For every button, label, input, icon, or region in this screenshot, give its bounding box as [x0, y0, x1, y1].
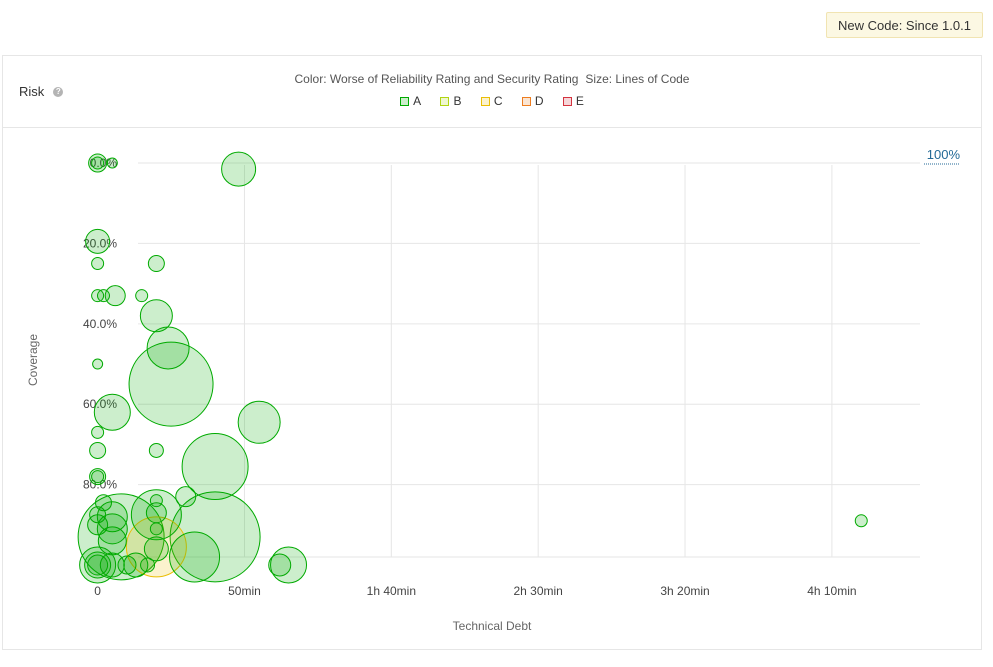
bubble-layer: [77, 151, 868, 584]
x-tick-label: 50min: [228, 584, 261, 598]
y-tick-label: 60.0%: [83, 397, 117, 411]
data-bubble-a[interactable]: [91, 425, 105, 439]
legend-label-e: E: [575, 94, 584, 108]
data-bubble-a[interactable]: [143, 536, 169, 562]
data-bubble-a[interactable]: [169, 491, 261, 583]
x-axis-title: Technical Debt: [453, 619, 532, 633]
data-bubble-a[interactable]: [140, 557, 156, 573]
y-tick-label: 40.0%: [83, 317, 117, 331]
data-bubble-a[interactable]: [135, 289, 149, 303]
data-bubble-a[interactable]: [104, 285, 126, 307]
panel-header: Risk ? Color: Worse of Reliability Ratin…: [3, 56, 981, 128]
data-bubble-a[interactable]: [147, 255, 165, 273]
legend-item-b[interactable]: B: [440, 94, 461, 108]
legend-label-b: B: [453, 94, 462, 108]
color-legend-label: Color: Worse of Reliability Rating and S…: [294, 72, 579, 86]
data-bubble-a[interactable]: [91, 257, 105, 271]
x-tick-label: 1h 40min: [367, 584, 416, 598]
data-bubble-a[interactable]: [91, 470, 105, 484]
zoom-reset-link[interactable]: 100%: [927, 147, 961, 162]
legend-description: Color: Worse of Reliability Rating and S…: [3, 72, 981, 86]
data-bubble-a[interactable]: [89, 441, 107, 459]
x-tick-label: 0: [94, 584, 101, 598]
risk-title-label: Risk: [19, 84, 45, 99]
legend-swatch-d: [521, 96, 531, 106]
data-bubble-a[interactable]: [149, 522, 163, 536]
legend-item-c[interactable]: C: [480, 94, 503, 108]
legend-swatch-e: [562, 96, 572, 106]
data-bubble-a[interactable]: [148, 442, 164, 458]
grid-layer: [138, 162, 920, 558]
x-tick-label: 4h 10min: [807, 584, 856, 598]
size-legend-label: Size: Lines of Code: [585, 72, 690, 86]
legend-swatch-c: [480, 96, 490, 106]
risk-title: Risk ?: [19, 84, 64, 99]
data-bubble-a[interactable]: [96, 289, 110, 303]
legend-label-a: A: [413, 94, 422, 108]
legend-swatch-b: [440, 96, 450, 106]
data-bubble-a[interactable]: [181, 433, 249, 501]
data-bubble-a[interactable]: [270, 546, 308, 584]
data-bubble-a[interactable]: [96, 513, 128, 545]
legend-label-d: D: [534, 94, 544, 108]
legend-item-a[interactable]: A: [400, 94, 421, 108]
legend-swatch-a: [400, 96, 410, 106]
legend-item-d[interactable]: D: [521, 94, 544, 108]
question-circle-icon[interactable]: ?: [53, 86, 64, 97]
data-bubble-a[interactable]: [91, 156, 105, 170]
data-bubble-a[interactable]: [128, 341, 214, 427]
x-tick-label: 3h 20min: [660, 584, 709, 598]
x-tick-label: 2h 30min: [513, 584, 562, 598]
data-bubble-a[interactable]: [149, 494, 163, 508]
data-bubble-a[interactable]: [89, 506, 107, 524]
data-bubble-a[interactable]: [87, 554, 109, 576]
data-bubble-a[interactable]: [96, 501, 128, 533]
rating-legend: A B C D E: [3, 94, 981, 109]
data-bubble-a[interactable]: [854, 514, 868, 528]
data-bubble-a[interactable]: [146, 326, 190, 370]
data-bubble-a[interactable]: [139, 299, 173, 333]
risk-chart-panel: Risk ? Color: Worse of Reliability Ratin…: [2, 55, 982, 650]
data-bubble-a[interactable]: [221, 151, 257, 187]
y-axis-title: Coverage: [26, 334, 40, 386]
data-bubble-a[interactable]: [268, 553, 292, 577]
data-bubble-a[interactable]: [92, 358, 104, 370]
data-bubble-a[interactable]: [97, 526, 127, 556]
data-bubble-a[interactable]: [169, 531, 221, 583]
legend-item-e[interactable]: E: [562, 94, 584, 108]
data-bubble-a[interactable]: [117, 555, 137, 575]
data-bubble-a[interactable]: [175, 486, 197, 508]
data-bubble-a[interactable]: [85, 228, 111, 254]
data-bubble-a[interactable]: [237, 400, 281, 444]
data-bubble-a[interactable]: [87, 514, 109, 536]
data-bubble-a[interactable]: [130, 489, 182, 541]
new-code-period-badge: New Code: Since 1.0.1: [826, 12, 983, 38]
data-bubble-a[interactable]: [84, 551, 112, 579]
data-bubble-a[interactable]: [106, 157, 118, 169]
data-bubble-a[interactable]: [93, 393, 131, 431]
legend-label-c: C: [493, 94, 503, 108]
data-bubble-a[interactable]: [99, 552, 125, 578]
